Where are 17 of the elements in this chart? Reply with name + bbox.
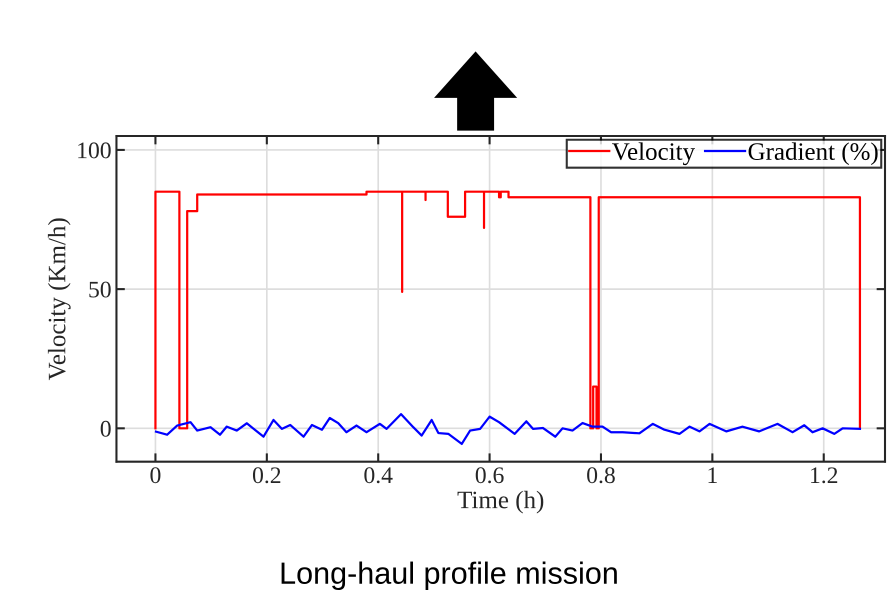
- x-tick-label: 0.6: [476, 467, 504, 484]
- line-series: [154, 413, 862, 446]
- y-tick-label: 0: [100, 420, 111, 437]
- line-series: [154, 190, 862, 430]
- x-axis-title: Time (h): [458, 490, 544, 514]
- x-tick-label: 1: [708, 467, 717, 483]
- y-axis-title: Velocity (Km/h): [48, 218, 71, 380]
- y-tick-label: 100: [78, 142, 111, 158]
- x-tick-label: 1.2: [811, 467, 838, 484]
- x-tick-label: 0.8: [587, 467, 615, 484]
- x-tick-label: 0.4: [364, 467, 393, 484]
- legend-label: Gradient (%): [748, 142, 878, 166]
- text: Long-haul profile mission: [282, 562, 617, 590]
- x-tick-label: 0.2: [252, 467, 280, 484]
- legend-label: Velocity: [612, 142, 695, 166]
- y-tick-label: 50: [89, 282, 111, 298]
- x-tick-label: 0: [150, 467, 160, 484]
